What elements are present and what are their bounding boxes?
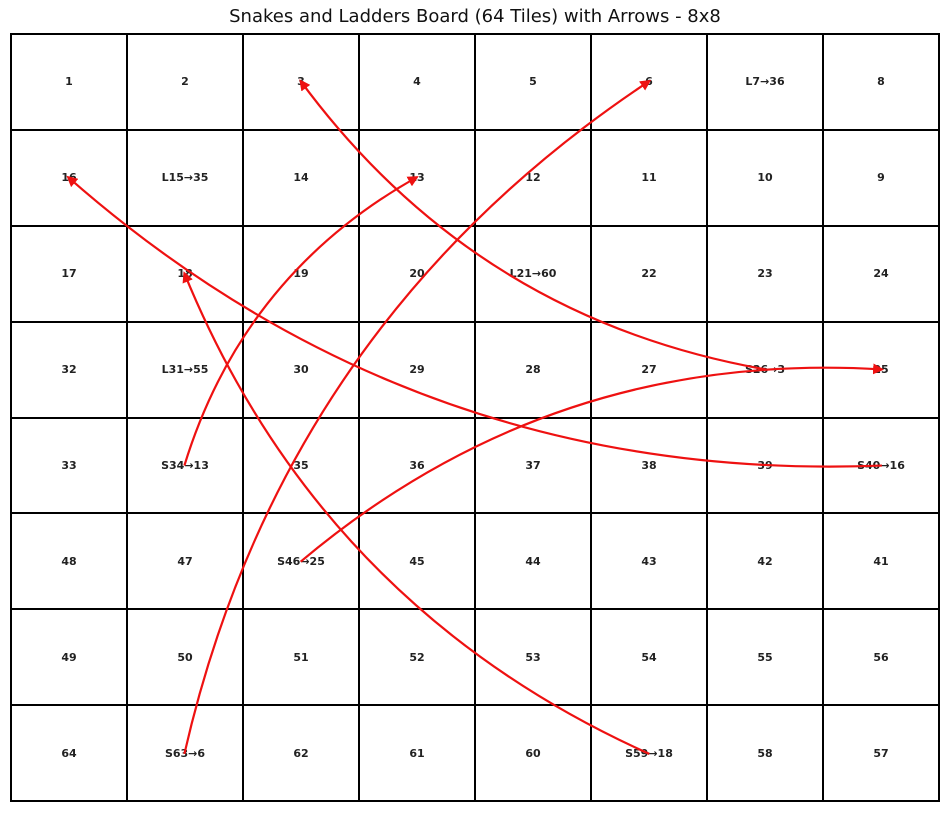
board-tile: 32 bbox=[11, 321, 127, 418]
board-tile: S46→25 bbox=[243, 513, 359, 610]
board-tile: 50 bbox=[127, 609, 243, 706]
board-tile: 37 bbox=[475, 417, 591, 514]
board-tile: 25 bbox=[823, 321, 939, 418]
board-tile: 61 bbox=[359, 705, 475, 801]
board-tile: 12 bbox=[475, 129, 591, 226]
board-tile: 11 bbox=[591, 129, 707, 226]
board-tile: 36 bbox=[359, 417, 475, 514]
board-tile: 10 bbox=[707, 129, 823, 226]
board-tile: 9 bbox=[823, 129, 939, 226]
board-tile: 41 bbox=[823, 513, 939, 610]
board-tile: 18 bbox=[127, 225, 243, 322]
board-tile: 28 bbox=[475, 321, 591, 418]
board-tile: 27 bbox=[591, 321, 707, 418]
board-tile: L7→36 bbox=[707, 34, 823, 130]
board-tile: 8 bbox=[823, 34, 939, 130]
board-tile: 3 bbox=[243, 34, 359, 130]
board-tile: S59→18 bbox=[591, 705, 707, 801]
board-tile: 57 bbox=[823, 705, 939, 801]
board-tile: 6 bbox=[591, 34, 707, 130]
board-tile: 48 bbox=[11, 513, 127, 610]
board-tile: 20 bbox=[359, 225, 475, 322]
board-tile: 4 bbox=[359, 34, 475, 130]
board-tile: 52 bbox=[359, 609, 475, 706]
board-title: Snakes and Ladders Board (64 Tiles) with… bbox=[229, 6, 721, 27]
board-tile: 16 bbox=[11, 129, 127, 226]
board-tile: 47 bbox=[127, 513, 243, 610]
board-tile: 22 bbox=[591, 225, 707, 322]
board-tile: 42 bbox=[707, 513, 823, 610]
board-tile: 64 bbox=[11, 705, 127, 801]
board-tile: 17 bbox=[11, 225, 127, 322]
board-tile: 49 bbox=[11, 609, 127, 706]
board-tile: 39 bbox=[707, 417, 823, 514]
board-tile: 62 bbox=[243, 705, 359, 801]
board-tile: 33 bbox=[11, 417, 127, 514]
board-tile: 13 bbox=[359, 129, 475, 226]
board-tile: 5 bbox=[475, 34, 591, 130]
board-tile: 60 bbox=[475, 705, 591, 801]
board-tile: 1 bbox=[11, 34, 127, 130]
board-tile: 24 bbox=[823, 225, 939, 322]
board-tile: 30 bbox=[243, 321, 359, 418]
board-tile: 56 bbox=[823, 609, 939, 706]
board-tile: 58 bbox=[707, 705, 823, 801]
board-tile: 51 bbox=[243, 609, 359, 706]
board-tile: L15→35 bbox=[127, 129, 243, 226]
board-tile: 43 bbox=[591, 513, 707, 610]
board-tile: 55 bbox=[707, 609, 823, 706]
game-board: 1 2 3 4 5 6 L7→36 8 16 L15→35 14 13 12 11 10 9 17 18 19 20 L… bbox=[10, 33, 940, 802]
board-tile: 45 bbox=[359, 513, 475, 610]
board-tile: 44 bbox=[475, 513, 591, 610]
board-tile: 53 bbox=[475, 609, 591, 706]
board-tile: 38 bbox=[591, 417, 707, 514]
board-tile: 14 bbox=[243, 129, 359, 226]
board-tile: 29 bbox=[359, 321, 475, 418]
board-tile: S40→16 bbox=[823, 417, 939, 514]
board-tile: L21→60 bbox=[475, 225, 591, 322]
board-tile: S63→6 bbox=[127, 705, 243, 801]
board-tile: 23 bbox=[707, 225, 823, 322]
board-tile: L31→55 bbox=[127, 321, 243, 418]
board-tile: 54 bbox=[591, 609, 707, 706]
board-tile: 19 bbox=[243, 225, 359, 322]
board-tile: 2 bbox=[127, 34, 243, 130]
board-tile: 35 bbox=[243, 417, 359, 514]
board-tile: S26→3 bbox=[707, 321, 823, 418]
board-tile: S34→13 bbox=[127, 417, 243, 514]
